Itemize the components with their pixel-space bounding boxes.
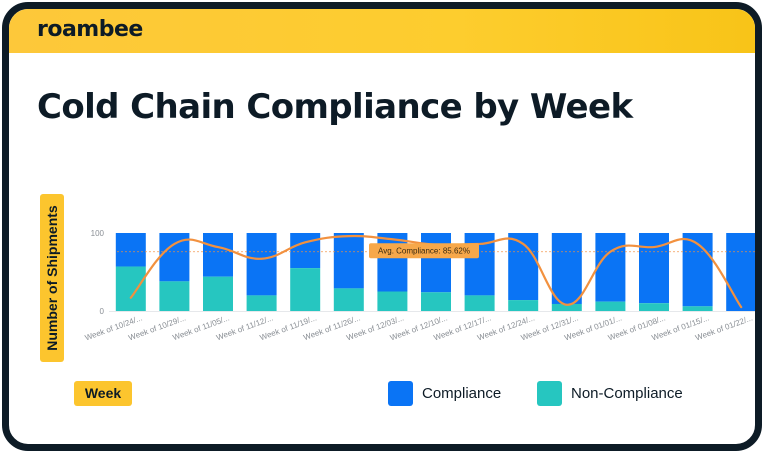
legend-item-non-compliance: Non-Compliance: [537, 381, 683, 406]
bar-non-compliance: [595, 301, 626, 311]
bar-non-compliance: [377, 291, 408, 311]
y-tick-label: 100: [91, 229, 105, 238]
bar-compliance: [333, 233, 364, 289]
bar-compliance: [595, 233, 626, 302]
bar-compliance: [203, 233, 233, 277]
bar-compliance: [551, 233, 582, 304]
bar-non-compliance: [159, 281, 190, 311]
bar-compliance: [115, 233, 146, 267]
average-annotation-label: Avg. Compliance: 85.62%: [378, 247, 470, 256]
bar-compliance: [726, 233, 755, 311]
legend-swatch-compliance: [388, 381, 413, 406]
bar-compliance: [421, 233, 451, 293]
y-axis-label-box: Number of Shipments: [40, 194, 64, 362]
bar-non-compliance: [464, 295, 495, 311]
bar-non-compliance: [290, 268, 321, 311]
y-tick-label: 0: [100, 307, 105, 316]
bar-non-compliance: [203, 276, 233, 311]
bar-non-compliance: [551, 303, 582, 311]
legend-swatch-non-compliance: [537, 381, 562, 406]
bar-non-compliance: [246, 295, 277, 311]
bar-non-compliance: [508, 300, 539, 311]
card-frame: roambee Cold Chain Compliance by Week 0 1…: [2, 2, 762, 451]
legend-item-compliance: Compliance: [388, 381, 501, 406]
bar-non-compliance: [639, 303, 669, 311]
y-axis-label: Number of Shipments: [44, 205, 60, 351]
bar-non-compliance: [115, 266, 146, 311]
average-annotation-box: [369, 243, 479, 259]
bar-non-compliance: [682, 306, 713, 311]
brand-bar: roambee: [9, 9, 755, 53]
bar-compliance: [377, 233, 408, 292]
bar-non-compliance: [421, 292, 451, 311]
bar-compliance: [246, 233, 277, 296]
legend-label-non-compliance: Non-Compliance: [571, 385, 683, 402]
roambee-logo: roambee: [37, 17, 143, 42]
legend-label-compliance: Compliance: [422, 385, 502, 402]
page-title: Cold Chain Compliance by Week: [37, 87, 633, 127]
bar-compliance: [290, 233, 321, 269]
x-axis-label: Week: [74, 381, 132, 406]
bar-non-compliance: [333, 288, 364, 311]
